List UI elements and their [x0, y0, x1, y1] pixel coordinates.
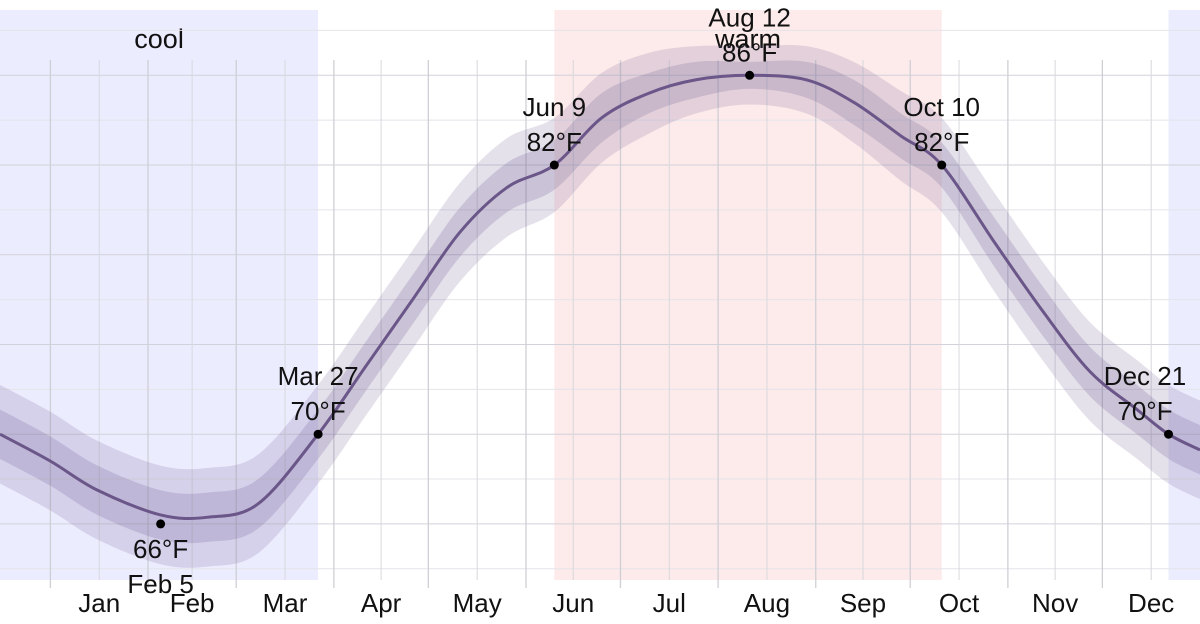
month-label: Feb	[170, 588, 215, 618]
annotations: 66°F Feb 5 Mar 27 70°F Jun 9 82°F Aug 12 86°F Oc…	[127, 2, 1186, 599]
annotation-point	[549, 160, 559, 170]
series-line	[0, 73, 1200, 520]
annotation-date: Jun 9	[523, 92, 587, 122]
band-25-75	[0, 60, 1200, 544]
month-label: Dec	[1128, 588, 1174, 618]
annotation-temp: 82°F	[527, 127, 582, 157]
annotation-temp: 82°F	[914, 127, 969, 157]
month-label: Apr	[361, 588, 402, 618]
annotation-point	[1164, 429, 1174, 439]
series-lines	[0, 73, 1200, 520]
season-label: warm	[714, 24, 781, 54]
annotation-point	[937, 160, 947, 170]
month-label: Nov	[1032, 588, 1078, 618]
month-label: Aug	[744, 588, 790, 618]
month-label: Jan	[78, 588, 120, 618]
month-axis: Jan Feb Mar Apr May Jun Jul Aug Sep Oct Nov Dec	[78, 588, 1174, 618]
annotation-point	[156, 519, 166, 529]
percentile-bands	[0, 44, 1200, 568]
month-label: May	[453, 588, 502, 618]
annotation-date: Feb 5	[127, 569, 194, 599]
annotation-temp: 70°F	[1117, 396, 1172, 426]
season-band	[0, 10, 319, 580]
annotation-date: Dec 21	[1104, 361, 1186, 391]
annotation-point	[313, 429, 323, 439]
annotation-temp: 86°F	[722, 37, 777, 67]
annotation-temp: 70°F	[291, 396, 346, 426]
gridlines	[0, 29, 1200, 588]
band-10-90	[0, 44, 1200, 568]
annotation-point	[745, 70, 755, 80]
season-label: cool	[134, 24, 184, 54]
month-label: Sep	[840, 588, 886, 618]
annotation-date: Aug 12	[708, 2, 790, 32]
month-label: Oct	[939, 588, 980, 618]
annotation-date: Oct 10	[903, 92, 980, 122]
season-bands: cool warm	[0, 10, 1200, 580]
season-band	[1168, 10, 1200, 580]
annotation-date: Mar 27	[278, 361, 359, 391]
month-label: Mar	[263, 588, 308, 618]
annotation-temp: 66°F	[133, 534, 188, 564]
month-label: Jul	[653, 588, 686, 618]
month-label: Jun	[552, 588, 594, 618]
season-band	[554, 10, 942, 580]
